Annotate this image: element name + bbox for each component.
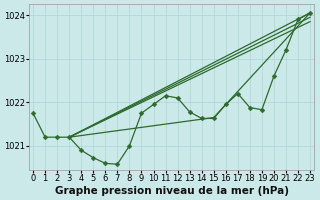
X-axis label: Graphe pression niveau de la mer (hPa): Graphe pression niveau de la mer (hPa) [55,186,289,196]
